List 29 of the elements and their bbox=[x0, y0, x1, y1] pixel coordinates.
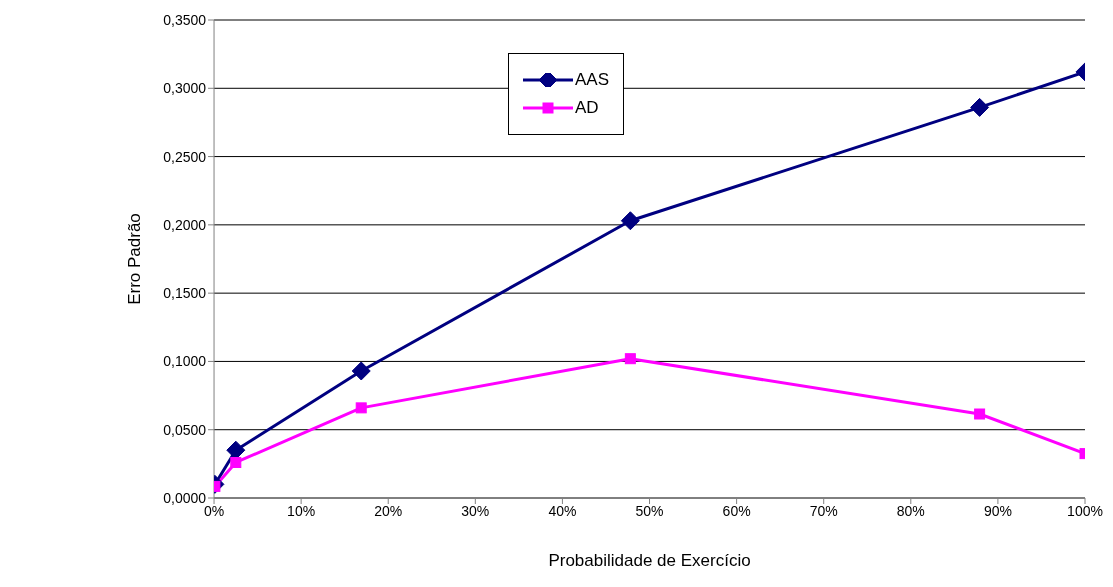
point bbox=[620, 211, 640, 231]
point bbox=[624, 353, 636, 365]
legend-label: AAS bbox=[575, 70, 610, 90]
y-tick-label: 0,3500 bbox=[163, 11, 207, 28]
x-tick-label: 40% bbox=[548, 502, 577, 519]
legend-label: AD bbox=[575, 98, 599, 118]
point bbox=[351, 361, 371, 381]
x-tick-label: 30% bbox=[461, 502, 490, 519]
x-tick-label: 50% bbox=[635, 502, 664, 519]
x-tick-label: 70% bbox=[809, 502, 838, 519]
x-tick-label: 20% bbox=[374, 502, 403, 519]
point bbox=[974, 408, 986, 420]
point bbox=[226, 440, 246, 460]
y-tick-label: 0,1000 bbox=[163, 353, 207, 370]
point bbox=[230, 456, 242, 468]
y-tick-label: 0,2500 bbox=[163, 148, 207, 165]
point bbox=[970, 97, 990, 117]
x-tick-label: 10% bbox=[287, 502, 316, 519]
x-tick-label: 80% bbox=[896, 502, 925, 519]
y-tick-label: 0,3000 bbox=[163, 80, 207, 97]
x-tick-label: 100% bbox=[1067, 502, 1103, 519]
x-tick-label: 90% bbox=[983, 502, 1012, 519]
y-axis-title: Erro Padrão bbox=[125, 213, 145, 305]
point bbox=[355, 402, 367, 414]
x-tick-label: 60% bbox=[722, 502, 751, 519]
y-tick-label: 0,2000 bbox=[163, 216, 207, 233]
y-tick-label: 0,1500 bbox=[163, 285, 207, 302]
x-axis-title: Probabilidade de Exercício bbox=[548, 551, 751, 571]
y-tick-label: 0,0500 bbox=[163, 421, 207, 438]
